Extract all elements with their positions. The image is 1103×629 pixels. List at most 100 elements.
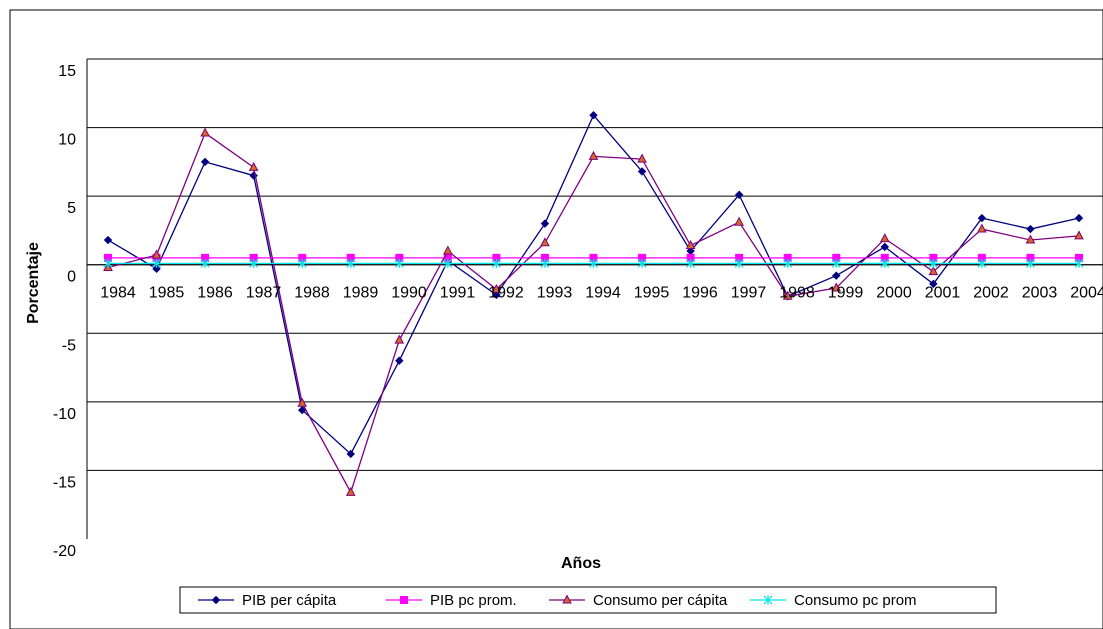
x-tick-label: 2003 (1022, 285, 1058, 302)
data-point (394, 258, 404, 268)
data-point (831, 258, 841, 268)
data-point (928, 258, 938, 268)
data-point (1026, 258, 1035, 268)
data-point (103, 235, 113, 245)
data-point (152, 258, 161, 268)
data-point (151, 249, 162, 259)
x-tick-label: 1999 (828, 285, 864, 302)
series-3 (103, 258, 1084, 268)
data-point (443, 258, 453, 268)
data-point (637, 258, 647, 268)
x-tick-label: 1985 (149, 285, 185, 302)
y-tick-label: -15 (53, 474, 76, 491)
x-tick-label: 1991 (440, 285, 476, 302)
x-tick-label: 1987 (246, 285, 282, 302)
x-tick-label: 1990 (391, 285, 427, 302)
data-point (637, 167, 647, 176)
data-point (929, 279, 938, 289)
x-tick-label: 1988 (294, 285, 330, 302)
y-tick-label: -5 (62, 337, 76, 354)
data-point (200, 127, 210, 137)
y-tick-label: 5 (67, 200, 76, 217)
data-point (686, 258, 696, 268)
y-tick-label: -20 (53, 543, 76, 560)
y-axis-title: Porcentaje (25, 242, 42, 324)
x-tick-labels: 1984 1985 1986 1987 1988 1989 1990 1991 1992 1993… (100, 285, 1103, 302)
y-tick-label: 0 (67, 269, 76, 286)
data-point (297, 397, 308, 407)
data-point (782, 290, 793, 300)
data-point (395, 356, 404, 365)
data-point (831, 282, 842, 292)
data-point (1025, 234, 1036, 244)
data-point (879, 233, 890, 243)
legend-marker (562, 594, 572, 604)
data-point (977, 213, 987, 223)
x-tick-label: 1989 (343, 285, 379, 302)
data-point (103, 258, 113, 268)
data-point (637, 153, 647, 163)
data-point (200, 258, 210, 268)
legend-marker (400, 596, 408, 604)
data-point (540, 219, 550, 228)
y-tick-label: 15 (58, 63, 76, 80)
data-point (443, 245, 453, 255)
chart-area-border (9, 9, 1103, 629)
data-point (297, 258, 307, 268)
x-tick-label: 2002 (973, 285, 1009, 302)
data-point (832, 271, 841, 280)
data-point (491, 258, 501, 268)
data-point (977, 223, 987, 233)
legend-label: PIB per cápita (242, 592, 337, 609)
x-tick-label: 1997 (731, 285, 767, 302)
legend-marker (763, 595, 773, 605)
data-point (491, 283, 502, 293)
data-point (589, 258, 598, 268)
data-point (685, 239, 696, 250)
series-lines (103, 111, 1084, 496)
data-point (540, 237, 550, 247)
data-point (346, 258, 356, 268)
y-tick-label: 10 (58, 132, 76, 149)
data-point (346, 449, 355, 459)
data-point (248, 161, 259, 171)
data-point (880, 258, 890, 268)
data-point (880, 242, 890, 252)
data-point (249, 258, 259, 268)
y-tick-label: -10 (53, 406, 76, 423)
legend: PIB per cápita PIB pc prom. Consumo per cá… (179, 586, 997, 614)
y-tick-labels: 15 10 5 0 -5 -10 -15 -20 (53, 63, 76, 560)
x-tick-label: 1996 (682, 285, 718, 302)
data-point (1074, 230, 1084, 240)
x-tick-label: 1994 (585, 285, 621, 302)
x-tick-label: 1998 (779, 285, 815, 302)
data-point (492, 290, 501, 300)
data-point (589, 111, 598, 120)
legend-label: PIB pc prom. (430, 592, 517, 609)
data-point (1026, 224, 1035, 234)
x-tick-label: 1995 (634, 285, 670, 302)
data-point (783, 258, 793, 268)
data-point (297, 405, 307, 415)
legend-label: Consumo per cápita (593, 592, 728, 609)
x-tick-label: 2004 (1070, 285, 1103, 302)
data-point (200, 157, 210, 167)
data-point (540, 258, 550, 268)
x-tick-label: 2001 (925, 285, 961, 302)
x-tick-label: 1992 (488, 285, 524, 302)
data-point (734, 216, 744, 226)
legend-box (179, 586, 997, 614)
data-point (734, 190, 744, 199)
data-point (977, 258, 987, 268)
legend-marker (211, 595, 221, 605)
data-point (152, 264, 161, 274)
data-point (1074, 213, 1084, 223)
data-point (394, 334, 405, 344)
series-0 (103, 111, 1084, 459)
data-point (1074, 258, 1084, 268)
x-tick-label: 1993 (537, 285, 573, 302)
data-point (928, 266, 939, 276)
data-point (345, 486, 356, 496)
